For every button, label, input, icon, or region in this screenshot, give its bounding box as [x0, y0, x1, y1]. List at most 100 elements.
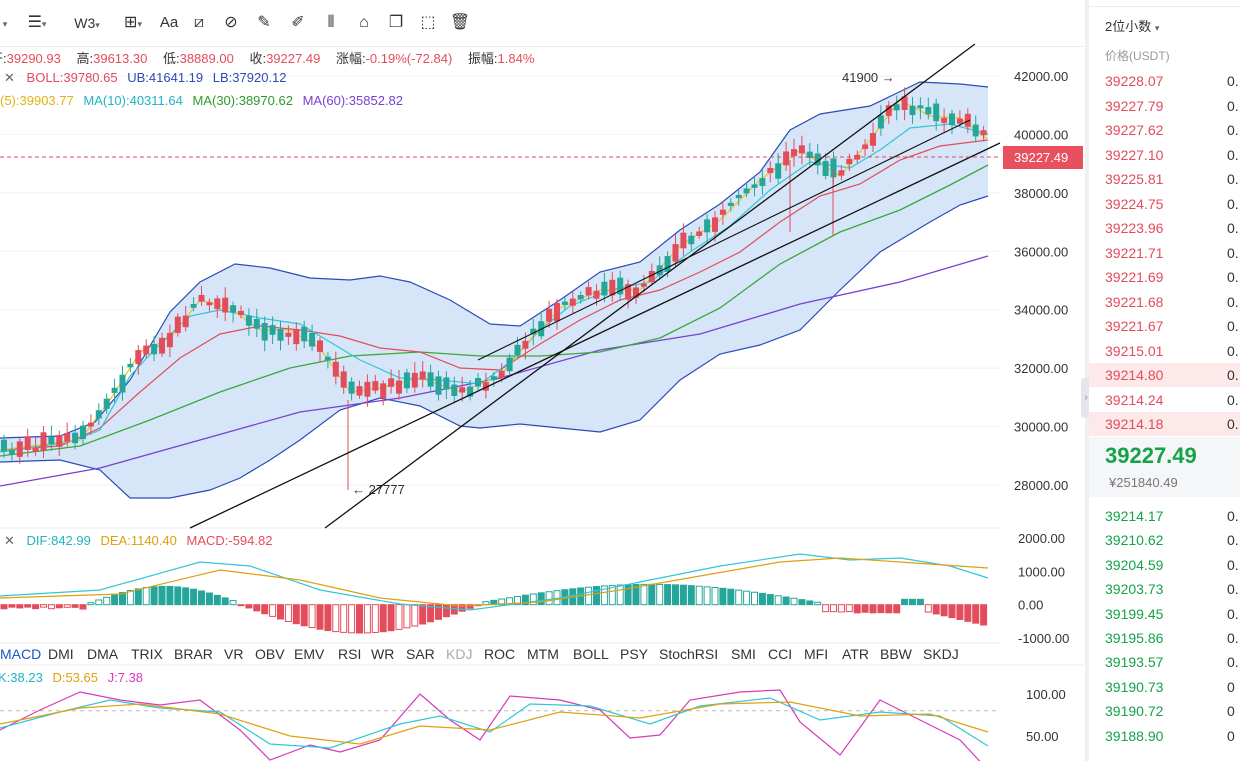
ask-row[interactable]: 39225.81 0. — [1089, 167, 1240, 191]
macd-bar — [32, 604, 40, 610]
macd-bar — [379, 604, 387, 633]
bid-row[interactable]: 39188.90 0 — [1089, 724, 1240, 748]
bid-row[interactable]: 39190.72 0 — [1089, 699, 1240, 723]
pen-icon[interactable]: ✎ — [257, 14, 271, 31]
candle-body — [80, 425, 86, 440]
indicator-tab-smi[interactable]: SMI — [731, 646, 756, 662]
bid-row[interactable]: 39195.86 0. — [1089, 626, 1240, 650]
chart-area[interactable]: ▾ ☰▾ W3▾ ⊞▾ Aa ⧄ ⊘ ✎ ✐ ⦀ ⌂ ❐ ⬚ 🗑 42000.0… — [0, 0, 1085, 761]
indicator-tab-dma[interactable]: DMA — [87, 646, 119, 662]
candle-body — [143, 345, 150, 355]
ask-row[interactable]: 39221.71 0. — [1089, 241, 1240, 265]
candle-body — [735, 194, 742, 199]
ask-row[interactable]: 39214.18 0. — [1089, 412, 1240, 436]
macd-bar — [427, 604, 435, 623]
indicator-tab-psy[interactable]: PSY — [620, 646, 649, 662]
indicator-tab-cci[interactable]: CCI — [768, 646, 793, 662]
chevron-down-icon[interactable]: ▾ — [2, 19, 8, 29]
indicator-tab-macd[interactable]: MACD — [0, 646, 42, 662]
indicator-tab-wr[interactable]: WR — [371, 646, 395, 662]
indicator-tab-mfi[interactable]: MFI — [804, 646, 829, 662]
indicator-tab-kdj[interactable]: KDJ — [446, 646, 473, 662]
candle-body — [490, 376, 497, 381]
macd-bar — [640, 583, 648, 606]
ask-row[interactable]: 39221.69 0. — [1089, 265, 1240, 289]
ask-row[interactable]: 39214.80 0. — [1089, 363, 1240, 387]
indicator-tab-vr[interactable]: VR — [224, 646, 244, 662]
indicator-tab-sar[interactable]: SAR — [406, 646, 435, 662]
macd-bar — [261, 604, 269, 615]
macd-bar — [16, 604, 24, 609]
macd-bar — [664, 584, 672, 606]
macd-bar — [885, 604, 893, 614]
indicator-tab-mtm[interactable]: MTM — [527, 646, 559, 662]
bid-price: 39203.73 — [1105, 581, 1164, 598]
ask-row[interactable]: 39227.62 0. — [1089, 118, 1240, 142]
ruler-icon[interactable]: ⧄ — [193, 14, 205, 31]
bid-row[interactable]: 39204.59 0. — [1089, 553, 1240, 577]
bid-row[interactable]: 39193.57 0. — [1089, 650, 1240, 674]
bollinger-band-fill — [0, 82, 988, 498]
indicator-tab-skdj[interactable]: SKDJ — [923, 646, 959, 662]
bid-qty: 0 — [1227, 703, 1235, 720]
indicator-tab-trix[interactable]: TRIX — [131, 646, 163, 662]
text-icon[interactable]: Aa — [159, 14, 179, 31]
ask-qty: 0. — [1227, 269, 1239, 285]
macd-bar — [442, 604, 450, 618]
link-icon[interactable]: ⊘ — [224, 14, 238, 31]
brush-icon[interactable]: ✐ — [291, 14, 305, 31]
indicator-tab-roc[interactable]: ROC — [484, 646, 516, 662]
macd-bar — [940, 604, 948, 617]
candle-body — [909, 105, 916, 116]
ask-row[interactable]: 39223.96 0. — [1089, 216, 1240, 240]
collapse-handle-icon[interactable]: › — [1081, 378, 1091, 418]
ask-row[interactable]: 39227.79 0. — [1089, 94, 1240, 118]
bid-row[interactable]: 39199.45 0. — [1089, 602, 1240, 626]
macd-bar — [901, 598, 909, 606]
indicator-tab-stochrsi[interactable]: StochRSI — [659, 646, 719, 662]
close-icon[interactable]: ✕ — [4, 70, 15, 85]
wave-icon[interactable]: W3▾ — [74, 15, 100, 31]
indicator-tab-brar[interactable]: BRAR — [174, 646, 213, 662]
candle-body — [467, 386, 474, 397]
indent-icon[interactable]: ☰▾ — [27, 14, 47, 31]
bars-icon[interactable]: ⦀ — [327, 14, 335, 31]
crosshair-icon[interactable]: ⊞▾ — [124, 14, 142, 31]
ask-row[interactable]: 39215.01 0. — [1089, 339, 1240, 363]
bid-row[interactable]: 39214.17 0. — [1089, 504, 1240, 528]
trash-icon[interactable]: 🗑 — [449, 14, 471, 31]
indicator-tab-emv[interactable]: EMV — [294, 646, 325, 662]
indicator-tab-bbw[interactable]: BBW — [880, 646, 912, 662]
candle-body — [380, 383, 387, 399]
candle-body — [238, 310, 244, 315]
ask-row[interactable]: 39224.75 0. — [1089, 192, 1240, 216]
ask-row[interactable]: 39227.10 0. — [1089, 143, 1240, 167]
macd-bar — [743, 590, 751, 606]
copy-icon[interactable]: ❐ — [388, 14, 404, 31]
bid-row[interactable]: 39190.73 0 — [1089, 675, 1240, 699]
bid-qty: 0 — [1227, 678, 1235, 695]
candle-body — [151, 343, 158, 355]
indicator-tab-boll[interactable]: BOLL — [573, 646, 609, 662]
close-macd-icon[interactable]: ✕ — [4, 533, 15, 548]
macd-bar — [537, 592, 545, 606]
bid-row[interactable]: 39210.62 0. — [1089, 528, 1240, 552]
ask-row[interactable]: 39221.68 0. — [1089, 290, 1240, 314]
ask-qty: 0. — [1227, 146, 1239, 163]
bid-row[interactable]: 39203.73 0. — [1089, 577, 1240, 601]
ask-row[interactable]: 39221.67 0. — [1089, 314, 1240, 338]
indicator-tab-obv[interactable]: OBV — [255, 646, 285, 662]
open-label: 开: — [0, 51, 7, 66]
precision-select[interactable]: 2位小数 ▾ — [1105, 19, 1160, 34]
indicator-tab-dmi[interactable]: DMI — [48, 646, 74, 662]
price-chart[interactable]: 42000.00 40000.00 38000.00 36000.00 34000.00… — [0, 0, 1085, 761]
lock-icon[interactable]: ⌂ — [359, 14, 369, 31]
ask-row[interactable]: 39214.24 0. — [1089, 388, 1240, 412]
screenshot-icon[interactable]: ⬚ — [420, 14, 436, 31]
macd-bar — [458, 604, 466, 612]
candle-body — [838, 170, 845, 176]
ask-row[interactable]: 39228.07 0. — [1089, 69, 1240, 93]
indicator-tab-atr[interactable]: ATR — [842, 646, 869, 662]
candle-body — [317, 340, 323, 352]
indicator-tab-rsi[interactable]: RSI — [338, 646, 362, 662]
